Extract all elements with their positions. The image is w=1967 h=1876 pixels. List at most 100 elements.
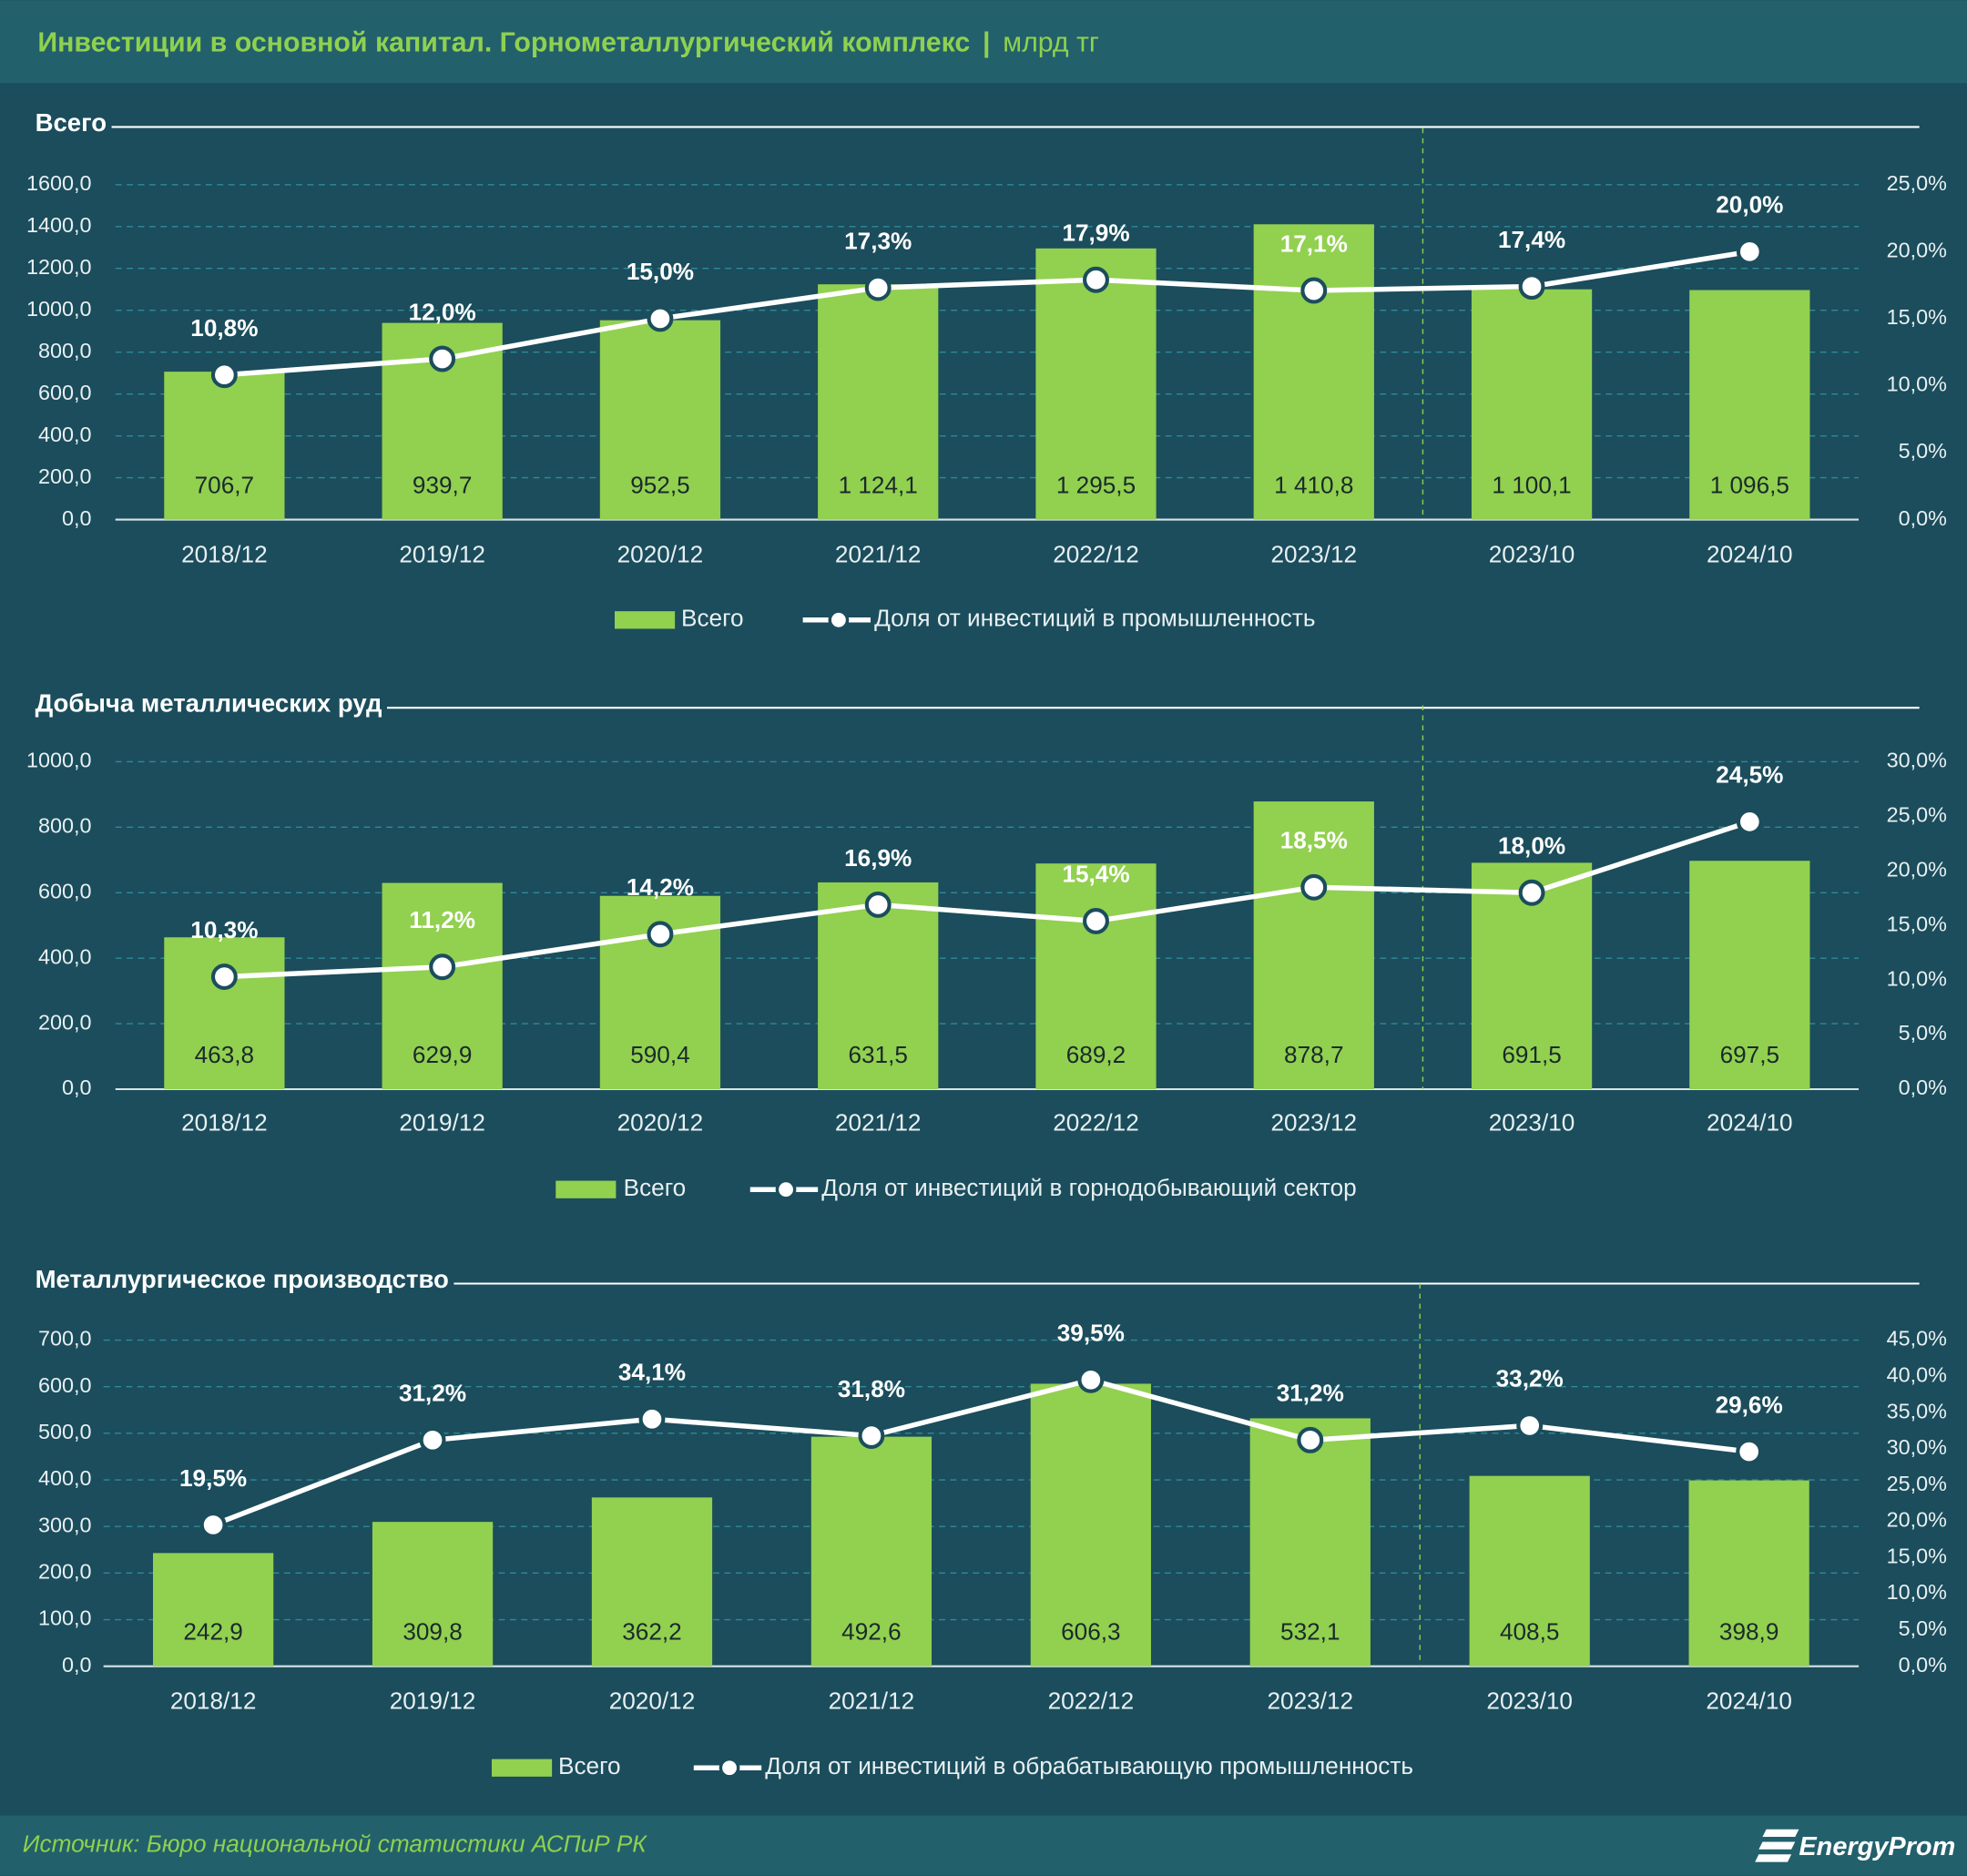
line-value-label: 29,6% bbox=[1716, 1391, 1783, 1418]
y2-tick-label: 0,0% bbox=[1899, 506, 1947, 530]
y-tick-label: 200,0 bbox=[38, 464, 92, 488]
legend-label: Всего bbox=[681, 605, 744, 632]
bar-value-label: 362,2 bbox=[622, 1618, 681, 1646]
bar-value-label: 492,6 bbox=[841, 1618, 901, 1646]
legend-label: Всего bbox=[624, 1174, 687, 1201]
y2-tick-label: 35,0% bbox=[1887, 1399, 1947, 1422]
line-point bbox=[1516, 1412, 1544, 1439]
y2-tick-label: 20,0% bbox=[1887, 239, 1947, 262]
bar-value-label: 1 124,1 bbox=[839, 472, 918, 499]
line-value-label: 15,0% bbox=[627, 258, 694, 285]
bar bbox=[1035, 248, 1157, 520]
y-tick-label: 800,0 bbox=[38, 339, 92, 362]
line-point bbox=[1297, 1426, 1324, 1453]
y2-tick-label: 0,0% bbox=[1899, 1076, 1947, 1099]
bar bbox=[1689, 861, 1810, 1089]
line-point bbox=[1083, 266, 1109, 293]
y-tick-label: 100,0 bbox=[38, 1606, 92, 1630]
bar-value-label: 706,7 bbox=[195, 472, 254, 499]
y-tick-label: 800,0 bbox=[38, 814, 92, 838]
chart: Всего 0,0 200,0 400,0 600,0 800,0 1000,0 1200,0… bbox=[26, 108, 1947, 632]
logo: EnergyProm bbox=[1755, 1829, 1955, 1862]
line-value-label: 17,9% bbox=[1062, 219, 1129, 247]
line-value-label: 24,5% bbox=[1716, 761, 1783, 789]
bar-value-label: 689,2 bbox=[1066, 1041, 1126, 1068]
legend-swatch-point bbox=[775, 1178, 797, 1200]
line bbox=[224, 819, 1751, 980]
bar bbox=[164, 372, 285, 520]
title: Инвестиции в основной капитал. Горномета… bbox=[37, 27, 970, 57]
bar bbox=[372, 1522, 494, 1667]
y-tick-label: 0,0 bbox=[62, 1653, 92, 1677]
line-point bbox=[1077, 1366, 1105, 1393]
line-value-label: 15,4% bbox=[1062, 861, 1129, 888]
x-tick-label: 2021/12 bbox=[829, 1687, 915, 1715]
line-value-label: 39,5% bbox=[1057, 1320, 1125, 1347]
y2-tick-label: 20,0% bbox=[1887, 1508, 1947, 1532]
line-value-label: 19,5% bbox=[179, 1464, 247, 1492]
line-point bbox=[210, 362, 238, 389]
bar bbox=[591, 1497, 713, 1667]
line-value-label: 31,2% bbox=[1277, 1380, 1344, 1407]
bar bbox=[382, 882, 503, 1089]
y2-tick-label: 10,0% bbox=[1887, 372, 1947, 396]
x-tick-label: 2019/12 bbox=[399, 540, 485, 567]
y2-tick-label: 30,0% bbox=[1887, 749, 1947, 772]
x-tick-label: 2022/12 bbox=[1053, 540, 1139, 567]
bar bbox=[1253, 801, 1374, 1089]
line-value-label: 10,8% bbox=[190, 314, 258, 342]
line-value-label: 33,2% bbox=[1496, 1365, 1564, 1392]
x-tick-label: 2019/12 bbox=[390, 1687, 476, 1715]
bar bbox=[1030, 1383, 1151, 1667]
line-point bbox=[1083, 907, 1109, 934]
x-tick-label: 2021/12 bbox=[835, 540, 922, 567]
bar bbox=[1688, 1480, 1809, 1667]
y-tick-label: 700,0 bbox=[38, 1327, 92, 1351]
legend-swatch bbox=[615, 611, 676, 629]
x-tick-label: 2023/10 bbox=[1489, 1108, 1575, 1136]
y2-tick-label: 15,0% bbox=[1887, 1544, 1947, 1567]
line bbox=[212, 1377, 1749, 1528]
line bbox=[224, 249, 1750, 378]
x-tick-label: 2018/12 bbox=[181, 540, 268, 567]
y2-tick-label: 10,0% bbox=[1887, 1580, 1947, 1604]
bar bbox=[1253, 224, 1374, 520]
y-tick-label: 400,0 bbox=[38, 423, 92, 446]
line-point bbox=[1300, 873, 1328, 901]
line-value-label: 17,3% bbox=[844, 227, 912, 254]
y-tick-label: 1200,0 bbox=[26, 255, 92, 279]
header-band bbox=[0, 0, 1967, 84]
x-tick-label: 2018/12 bbox=[170, 1687, 257, 1715]
y-tick-label: 1600,0 bbox=[26, 171, 92, 195]
line-value-label: 14,2% bbox=[627, 873, 694, 901]
y2-tick-label: 15,0% bbox=[1887, 912, 1947, 935]
y-tick-label: 0,0 bbox=[62, 506, 92, 530]
line-value-label: 31,2% bbox=[399, 1380, 466, 1407]
bar-value-label: 691,5 bbox=[1502, 1041, 1561, 1068]
x-tick-label: 2018/12 bbox=[181, 1108, 268, 1136]
x-tick-label: 2020/12 bbox=[617, 1108, 704, 1136]
legend-swatch-point bbox=[719, 1757, 740, 1779]
unit: млрд тг bbox=[1003, 27, 1099, 57]
x-tick-label: 2022/12 bbox=[1048, 1687, 1135, 1715]
source: Источник: Бюро национальной статистики А… bbox=[23, 1830, 648, 1858]
line-point bbox=[1300, 277, 1328, 304]
legend-swatch bbox=[492, 1759, 553, 1777]
bar bbox=[1471, 289, 1593, 520]
x-tick-label: 2023/12 bbox=[1270, 1108, 1357, 1136]
bar bbox=[1249, 1418, 1371, 1667]
line-point bbox=[864, 891, 892, 918]
bar-value-label: 1 100,1 bbox=[1492, 472, 1571, 499]
x-tick-label: 2023/10 bbox=[1486, 1687, 1573, 1715]
bar bbox=[599, 320, 721, 520]
line-value-label: 17,1% bbox=[1280, 229, 1348, 257]
bar bbox=[1035, 863, 1157, 1089]
y-tick-label: 1000,0 bbox=[26, 749, 92, 772]
separator: | bbox=[983, 27, 990, 57]
legend-label: Доля от инвестиций в горнодобывающий сек… bbox=[821, 1174, 1356, 1201]
bar-value-label: 606,3 bbox=[1061, 1618, 1120, 1646]
y-tick-label: 500,0 bbox=[38, 1420, 92, 1443]
legend-label: Доля от инвестиций в промышленность bbox=[874, 605, 1315, 632]
bar-value-label: 463,8 bbox=[195, 1041, 254, 1068]
chart: Металлургическое производство 0,0 100,0 200… bbox=[36, 1265, 1947, 1779]
